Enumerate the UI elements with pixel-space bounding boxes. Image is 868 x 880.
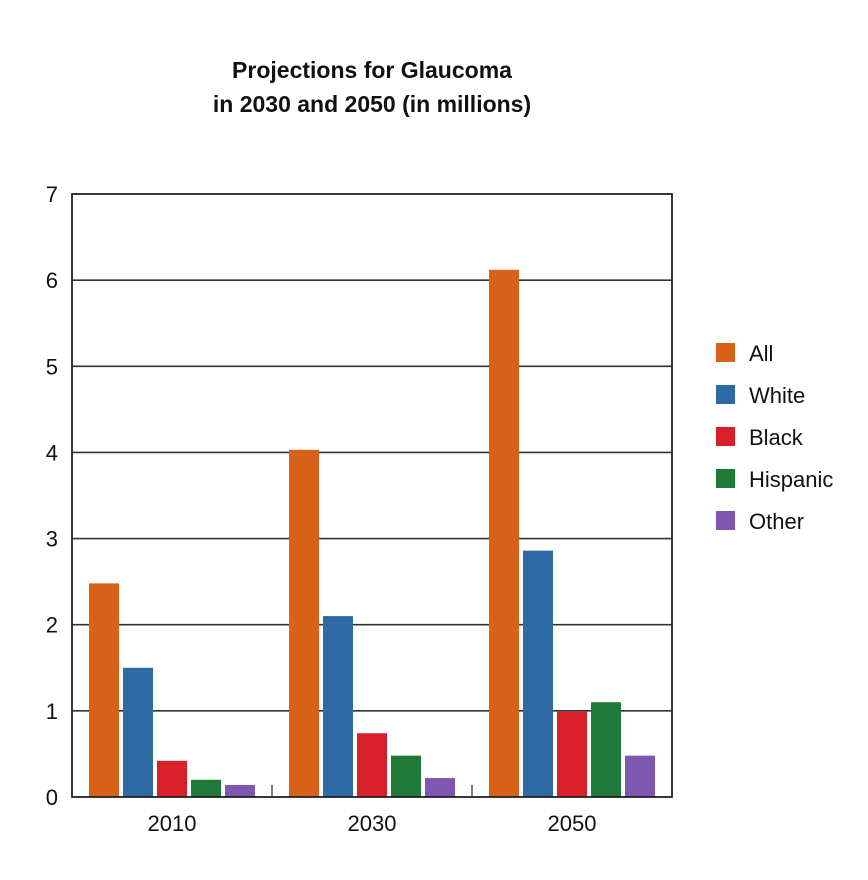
- legend-swatch-other: [716, 511, 735, 530]
- chart-title-line-2: in 2030 and 2050 (in millions): [213, 91, 531, 117]
- x-tick-label: 2050: [548, 811, 597, 836]
- bar-hispanic-2050: [591, 702, 621, 797]
- y-tick-label: 4: [46, 440, 58, 465]
- bar-other-2050: [625, 755, 655, 797]
- legend-label-all: All: [749, 341, 773, 366]
- bar-hispanic-2030: [391, 755, 421, 797]
- y-tick-label: 0: [46, 785, 58, 810]
- plot-frame: [71, 193, 673, 798]
- bar-all-2010: [89, 583, 119, 797]
- y-tick-label: 5: [46, 354, 58, 379]
- bar-black-2050: [557, 711, 587, 797]
- y-tick-label: 6: [46, 268, 58, 293]
- chart-title-line-1: Projections for Glaucoma: [232, 57, 512, 83]
- legend-swatch-white: [716, 385, 735, 404]
- bar-other-2030: [425, 778, 455, 797]
- legend-label-white: White: [749, 383, 805, 408]
- bar-white-2010: [123, 667, 153, 797]
- legend-swatch-all: [716, 343, 735, 362]
- bar-all-2030: [289, 449, 319, 797]
- bar-white-2030: [323, 616, 353, 797]
- bar-black-2030: [357, 733, 387, 797]
- bar-white-2050: [523, 550, 553, 797]
- bar-all-2050: [489, 269, 519, 797]
- legend-label-hispanic: Hispanic: [749, 467, 833, 492]
- legend-swatch-black: [716, 427, 735, 446]
- x-tick-label: 2010: [148, 811, 197, 836]
- legend: All White Black Hispanic Other: [716, 341, 833, 534]
- y-tick-label: 2: [46, 613, 58, 638]
- legend-label-other: Other: [749, 509, 804, 534]
- x-tick-label: 2030: [348, 811, 397, 836]
- bar-hispanic-2010: [191, 779, 221, 797]
- legend-swatch-hispanic: [716, 469, 735, 488]
- y-tick-label: 7: [46, 182, 58, 207]
- y-tick-label: 3: [46, 527, 58, 552]
- bar-black-2010: [157, 760, 187, 797]
- legend-label-black: Black: [749, 425, 804, 450]
- y-tick-label: 1: [46, 699, 58, 724]
- bar-other-2010: [225, 784, 255, 797]
- plot-area: 0 1 2 3 4 5 6 7 2010 2030 2050: [46, 182, 673, 836]
